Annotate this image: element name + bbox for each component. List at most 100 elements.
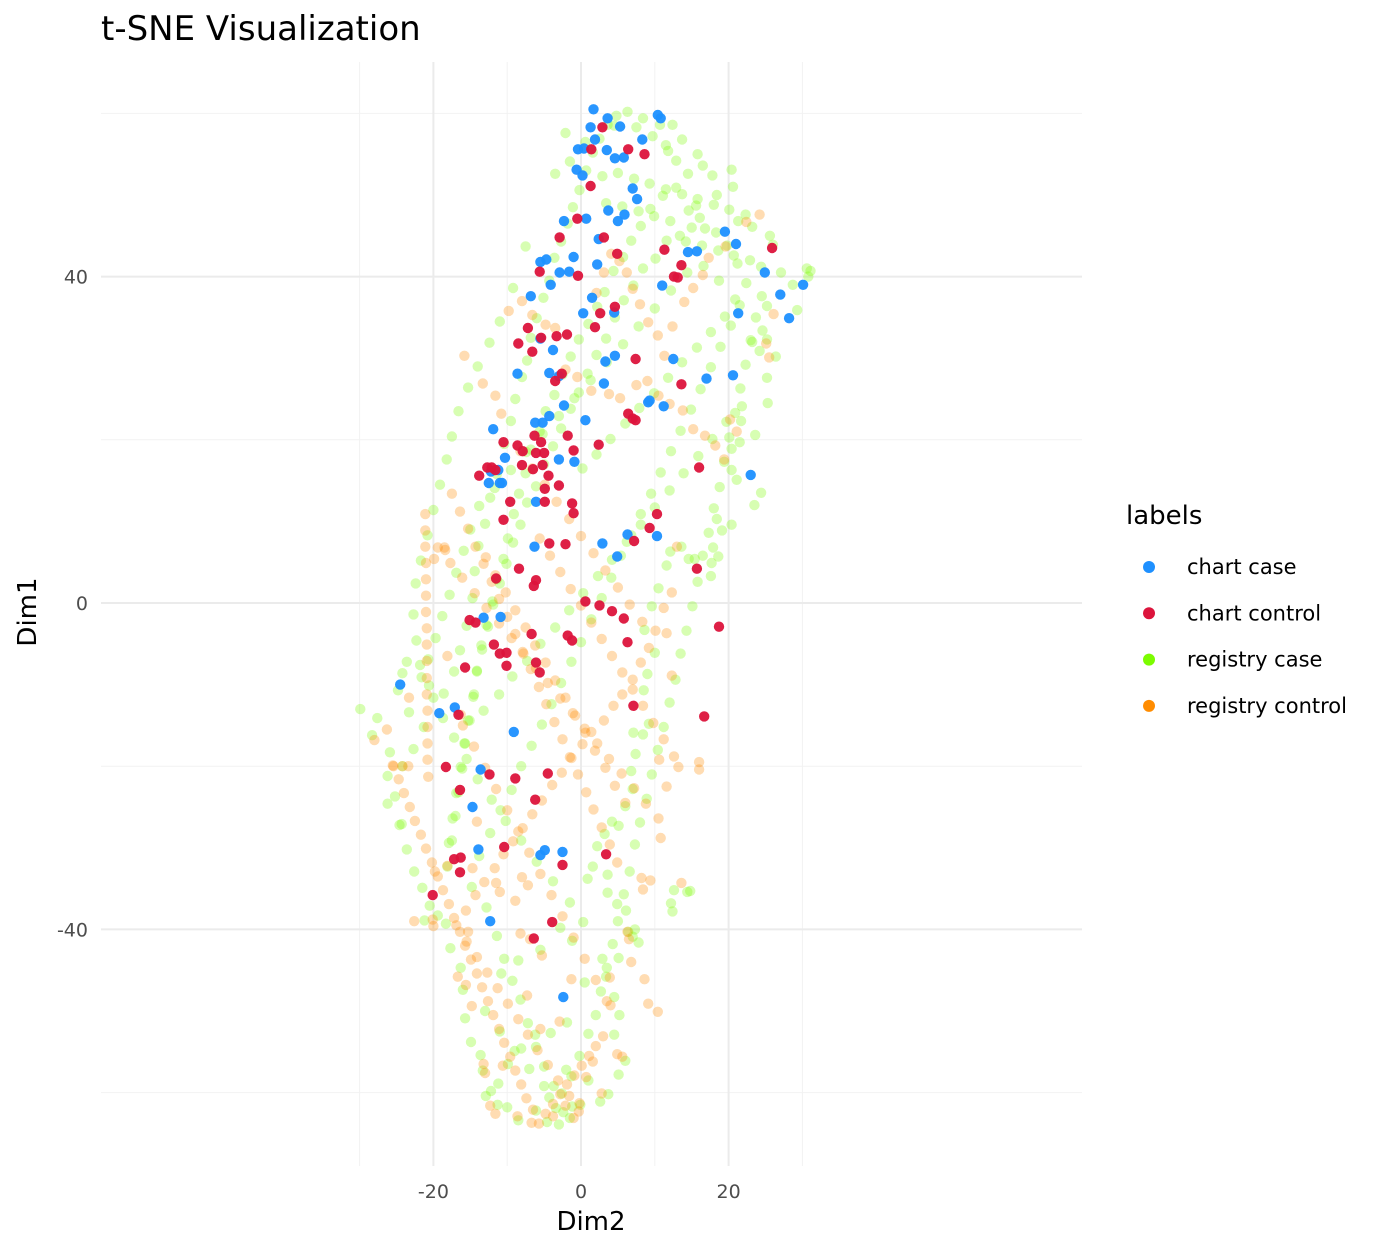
data-point: [549, 389, 560, 401]
data-point: [627, 931, 638, 942]
data-point: [522, 1029, 534, 1040]
data-point: [482, 621, 494, 632]
data-point: [757, 325, 768, 336]
data-point: [626, 235, 637, 246]
data-point: [505, 415, 517, 427]
data-point: [649, 303, 660, 314]
data-point: [736, 401, 748, 412]
data-point: [639, 974, 650, 985]
y-axis: -40 0 40: [57, 267, 88, 942]
data-point: [620, 1055, 631, 1067]
data-point: [421, 623, 432, 634]
data-point: [530, 1041, 542, 1053]
data-point: [572, 371, 583, 383]
data-point: [536, 719, 548, 730]
data-point: [805, 265, 816, 277]
data-point: [620, 905, 632, 916]
data-point: [540, 319, 551, 330]
data-point: [572, 213, 583, 224]
data-point: [397, 761, 408, 772]
data-point: [572, 270, 584, 281]
data-point: [569, 1070, 580, 1081]
data-point: [690, 200, 702, 211]
x-axis-title: Dim2: [556, 1207, 625, 1237]
data-point: [465, 954, 477, 965]
data-point: [633, 937, 644, 948]
data-point: [676, 357, 688, 368]
data-point: [422, 721, 433, 733]
data-point: [474, 500, 485, 512]
data-point: [564, 897, 576, 908]
data-point: [554, 232, 565, 243]
data-point: [634, 817, 646, 828]
data-point: [510, 773, 521, 784]
data-point: [535, 256, 546, 268]
data-point: [606, 572, 617, 583]
data-point: [612, 551, 623, 562]
data-point: [512, 1111, 523, 1122]
data-point: [596, 1088, 607, 1099]
data-point: [451, 920, 462, 931]
data-point: [484, 769, 495, 780]
data-point: [597, 538, 608, 549]
data-point: [540, 657, 551, 668]
data-point: [372, 712, 383, 724]
data-point: [710, 440, 721, 451]
data-point: [527, 1104, 539, 1115]
data-point: [490, 783, 502, 795]
data-point: [458, 545, 469, 556]
data-point: [698, 260, 709, 272]
data-point: [711, 189, 722, 201]
data-point: [747, 221, 758, 232]
data-point: [564, 156, 576, 167]
data-point: [607, 938, 618, 950]
data-point: [609, 1029, 620, 1040]
data-point: [420, 557, 432, 569]
data-point: [661, 628, 672, 639]
data-point: [685, 885, 696, 897]
data-point: [534, 667, 545, 678]
data-point: [601, 996, 612, 1007]
data-point: [467, 592, 478, 604]
data-point: [521, 497, 533, 508]
data-point: [591, 349, 602, 361]
data-point: [687, 601, 698, 612]
data-point: [498, 514, 509, 525]
data-point: [614, 1009, 625, 1021]
data-point: [630, 353, 641, 365]
data-point: [574, 184, 585, 196]
data-point: [423, 680, 435, 691]
data-point: [635, 508, 646, 520]
data-point: [503, 305, 514, 317]
data-point: [575, 1099, 586, 1111]
data-point: [500, 815, 511, 827]
data-point: [495, 611, 506, 623]
data-point: [409, 916, 420, 927]
data-point: [637, 263, 649, 274]
data-point: [517, 823, 528, 834]
data-point: [544, 410, 555, 422]
data-point: [649, 647, 660, 658]
data-point: [486, 794, 497, 805]
data-point: [665, 285, 677, 296]
data-point: [501, 647, 512, 658]
data-point: [589, 745, 601, 756]
data-point: [490, 390, 501, 401]
data-point: [529, 541, 540, 552]
data-point: [440, 544, 451, 556]
y-tick-label: 0: [76, 593, 88, 615]
data-point: [420, 606, 432, 618]
data-point: [724, 414, 736, 425]
data-point: [505, 1051, 516, 1062]
data-point: [530, 794, 541, 805]
data-point: [439, 542, 450, 553]
data-point: [453, 709, 464, 720]
data-point: [633, 206, 644, 217]
data-point: [693, 462, 705, 473]
data-point: [591, 449, 602, 460]
data-point: [462, 926, 474, 937]
data-point: [409, 866, 420, 877]
data-point: [430, 632, 441, 644]
data-point: [489, 863, 500, 874]
data-point: [716, 525, 728, 536]
